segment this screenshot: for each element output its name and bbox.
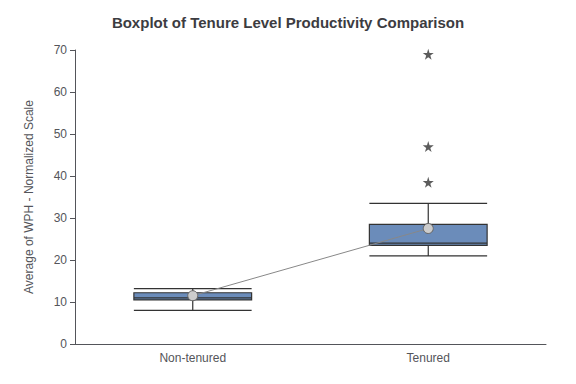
svg-text:Average of WPH - Normalized Sc: Average of WPH - Normalized Scale (22, 100, 36, 294)
svg-text:20: 20 (54, 253, 68, 267)
svg-text:70: 70 (54, 43, 68, 57)
svg-text:10: 10 (54, 295, 68, 309)
svg-text:60: 60 (54, 85, 68, 99)
svg-text:30: 30 (54, 211, 68, 225)
svg-text:Boxplot of Tenure Level Produc: Boxplot of Tenure Level Productivity Com… (112, 14, 464, 31)
svg-text:Non-tenured: Non-tenured (159, 351, 226, 365)
svg-text:Tenured: Tenured (407, 351, 450, 365)
svg-text:0: 0 (60, 337, 67, 351)
svg-text:40: 40 (54, 169, 68, 183)
svg-text:50: 50 (54, 127, 68, 141)
